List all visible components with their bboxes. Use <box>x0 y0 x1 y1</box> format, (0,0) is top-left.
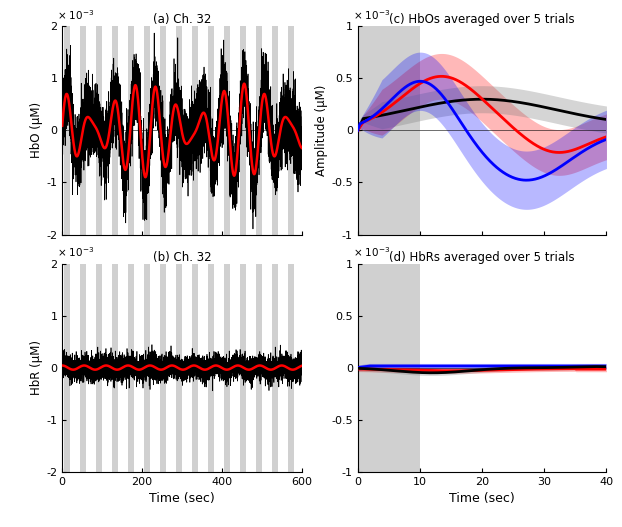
Y-axis label: Amplitude (μM): Amplitude (μM) <box>315 85 328 176</box>
Y-axis label: HbO (μM): HbO (μM) <box>30 102 44 159</box>
Bar <box>80 264 86 472</box>
Bar <box>358 264 420 472</box>
Bar <box>128 264 134 472</box>
Bar <box>64 26 70 235</box>
Bar <box>160 264 166 472</box>
X-axis label: Time (sec): Time (sec) <box>149 492 215 505</box>
Bar <box>256 264 262 472</box>
Bar <box>272 264 278 472</box>
Bar <box>64 264 70 472</box>
Text: $\times$ 10$^{-3}$: $\times$ 10$^{-3}$ <box>353 8 390 22</box>
Title: (d) HbRs averaged over 5 trials: (d) HbRs averaged over 5 trials <box>389 250 575 264</box>
Bar <box>96 26 102 235</box>
Bar <box>144 264 150 472</box>
Bar <box>288 26 294 235</box>
Bar <box>224 26 230 235</box>
Text: $\times$ 10$^{-3}$: $\times$ 10$^{-3}$ <box>57 246 95 259</box>
Bar <box>176 264 182 472</box>
Title: (a) Ch. 32: (a) Ch. 32 <box>153 13 211 26</box>
Bar <box>192 264 198 472</box>
Bar <box>160 26 166 235</box>
Bar <box>112 264 118 472</box>
Bar <box>240 264 246 472</box>
X-axis label: Time (sec): Time (sec) <box>449 492 515 505</box>
Bar <box>256 26 262 235</box>
Bar <box>240 26 246 235</box>
Bar <box>80 26 86 235</box>
Bar <box>208 26 214 235</box>
Title: (c) HbOs averaged over 5 trials: (c) HbOs averaged over 5 trials <box>389 13 575 26</box>
Bar <box>192 26 198 235</box>
Bar <box>144 26 150 235</box>
Bar <box>112 26 118 235</box>
Bar <box>288 264 294 472</box>
Bar <box>358 26 420 235</box>
Bar <box>96 264 102 472</box>
Y-axis label: HbR (μM): HbR (μM) <box>30 340 44 395</box>
Text: $\times$ 10$^{-3}$: $\times$ 10$^{-3}$ <box>353 246 390 259</box>
Bar <box>208 264 214 472</box>
Bar <box>224 264 230 472</box>
Text: $\times$ 10$^{-3}$: $\times$ 10$^{-3}$ <box>57 8 95 22</box>
Bar <box>176 26 182 235</box>
Bar <box>128 26 134 235</box>
Title: (b) Ch. 32: (b) Ch. 32 <box>152 250 211 264</box>
Bar <box>272 26 278 235</box>
